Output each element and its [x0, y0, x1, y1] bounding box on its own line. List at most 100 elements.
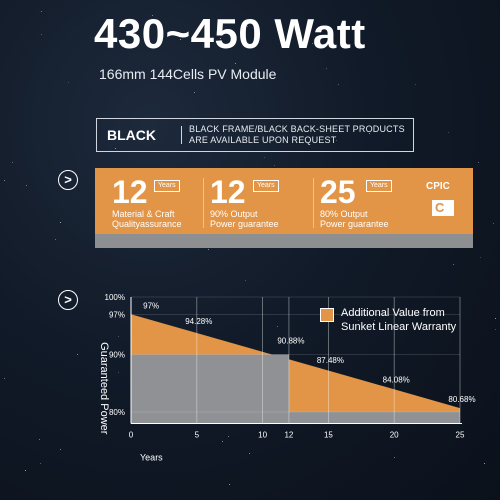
star-dot	[494, 317, 496, 319]
star-dot	[68, 82, 70, 84]
black-tag: BLACK	[107, 127, 156, 143]
star-dot	[263, 157, 265, 159]
standard-warranty-area	[131, 354, 460, 424]
black-option-text: BLACK FRAME/BLACK BACK-SHEET PRODUCTS AR…	[189, 124, 405, 146]
star-dot	[40, 10, 42, 12]
star-dot	[373, 320, 375, 322]
warranty-desc-line2: Qualityassurance	[112, 219, 182, 229]
star-dot	[25, 469, 27, 471]
warranty-desc-line2: Power guarantee	[210, 219, 279, 229]
star-dot	[448, 132, 450, 134]
star-dot	[453, 264, 455, 266]
black-option-line1: BLACK FRAME/BLACK BACK-SHEET PRODUCTS	[189, 124, 405, 134]
star-dot	[368, 133, 370, 135]
legend-swatch	[320, 308, 334, 322]
star-dot	[273, 165, 275, 167]
star-dot	[495, 329, 497, 331]
star-dot	[12, 161, 14, 163]
data-label: 84.08%	[383, 376, 410, 385]
y-tick-label: 100%	[105, 293, 125, 302]
star-dot	[225, 45, 227, 47]
x-tick-label: 0	[129, 431, 134, 440]
star-dot	[207, 248, 209, 250]
star-dot	[39, 463, 41, 465]
chevron-right-icon: >	[58, 170, 78, 190]
star-dot	[244, 32, 246, 34]
warranty-panel	[95, 168, 473, 234]
data-label: 80.68%	[448, 395, 475, 404]
black-option-box: BLACK BLACK FRAME/BLACK BACK-SHEET PRODU…	[96, 118, 414, 152]
star-dot	[205, 142, 207, 144]
x-tick-label: 10	[258, 431, 267, 440]
star-dot	[152, 14, 154, 16]
star-dot	[60, 222, 62, 224]
warranty-desc-line2: Power guarantee	[320, 219, 389, 229]
warranty-divider	[203, 178, 204, 228]
star-dot	[277, 326, 279, 328]
legend-line2: Sunket Linear Warranty	[341, 321, 457, 333]
star-dot	[220, 44, 222, 46]
cpic-logo: CPIC	[426, 181, 450, 192]
star-dot	[220, 37, 222, 39]
star-dot	[393, 457, 395, 459]
star-dot	[3, 179, 5, 181]
star-dot	[247, 26, 248, 28]
legend-line1: Additional Value from	[341, 307, 445, 319]
warranty-unit: Years	[253, 180, 279, 192]
data-label: 97%	[143, 301, 159, 310]
warranty-desc: 80% Output Power guarantee	[320, 209, 389, 229]
star-dot	[179, 38, 181, 40]
y-tick-label: 80%	[109, 408, 125, 417]
star-dot	[326, 68, 328, 69]
star-dot	[312, 43, 313, 45]
star-dot	[234, 62, 236, 64]
star-dot	[41, 34, 43, 36]
star-dot	[115, 148, 117, 150]
star-dot	[335, 140, 337, 142]
star-dot	[249, 453, 251, 455]
x-tick-label: 25	[456, 431, 465, 440]
warranty-desc-line1: 90% Output	[210, 209, 258, 219]
star-dot	[477, 162, 479, 164]
star-dot	[118, 371, 120, 373]
star-dot	[229, 483, 231, 485]
star-dot	[194, 91, 196, 93]
warranty-desc-line1: Material & Craft	[112, 209, 175, 219]
star-dot	[484, 463, 486, 465]
warranty-divider	[313, 178, 314, 228]
warranty-years: 25	[320, 174, 356, 210]
warranty-unit: Years	[366, 180, 392, 192]
star-dot	[222, 441, 223, 443]
x-tick-label: 5	[195, 431, 200, 440]
page-title: 430~450 Watt	[94, 10, 366, 57]
star-dot	[39, 439, 41, 441]
data-label: 87.48%	[317, 356, 344, 365]
insurer-badge-icon	[432, 200, 454, 216]
insurer-c-icon: C	[435, 200, 445, 215]
warranty-years: 12	[112, 174, 148, 210]
star-dot	[228, 436, 230, 438]
x-tick-label: 20	[390, 431, 399, 440]
star-dot	[358, 319, 360, 321]
warranty-desc: 90% Output Power guarantee	[210, 209, 279, 229]
star-dot	[117, 335, 119, 337]
data-label: 94.28%	[185, 317, 212, 326]
star-dot	[54, 239, 56, 241]
black-option-line2: ARE AVAILABLE UPON REQUEST	[189, 135, 337, 145]
star-dot	[415, 84, 417, 86]
legend-label: Additional Value from Sunket Linear Warr…	[341, 306, 456, 334]
module-subtitle: 166mm 144Cells PV Module	[99, 66, 277, 82]
star-dot	[330, 434, 332, 436]
star-dot	[4, 378, 6, 380]
warranty-years: 12	[210, 174, 246, 210]
black-divider	[181, 126, 182, 144]
warranty-desc-line1: 80% Output	[320, 209, 368, 219]
star-dot	[479, 257, 481, 259]
x-axis-label: Years	[140, 453, 163, 463]
warranty-desc: Material & Craft Qualityassurance	[112, 209, 182, 229]
star-dot	[77, 353, 79, 355]
star-dot	[328, 38, 330, 40]
warranty-unit: Years	[154, 180, 180, 192]
star-dot	[25, 184, 27, 186]
